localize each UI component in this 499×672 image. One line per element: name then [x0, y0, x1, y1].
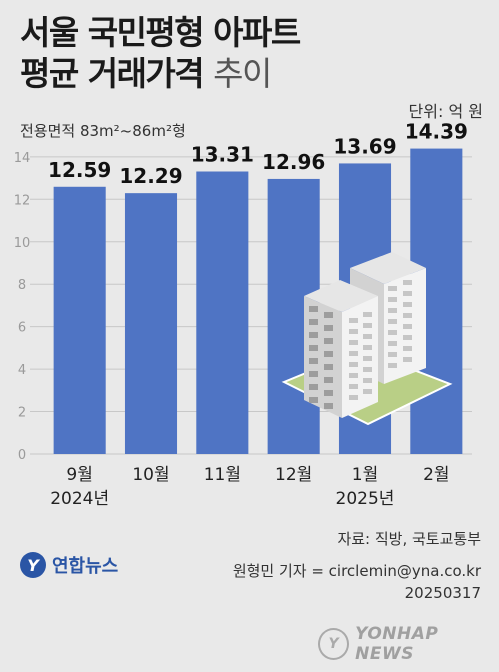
x-tick-label: 10월: [132, 465, 169, 485]
chart-subtitle: 전용면적 83m²~86m²형: [20, 122, 186, 140]
y-tick-label: 10: [14, 236, 31, 251]
x-tick-label: 1월: [352, 465, 378, 485]
data-label: 12.29: [119, 164, 182, 188]
apartment-buildings-icon: [281, 252, 453, 426]
data-label: 13.31: [191, 143, 254, 167]
yonhap-logo-icon: Y: [20, 552, 46, 578]
bar: [53, 186, 106, 454]
data-label: 14.39: [405, 120, 468, 144]
y-tick-label: 4: [18, 363, 26, 378]
y-tick-label: 0: [18, 448, 26, 463]
bar: [196, 171, 249, 454]
title-line-2-bold: 평균 거래가격: [20, 54, 205, 93]
watermark: Y YONHAP NEWS: [318, 624, 499, 664]
yonhap-logo-text: 연합뉴스: [52, 556, 119, 577]
x-tick-label: 11월: [204, 465, 241, 485]
watermark-text: YONHAP NEWS: [355, 624, 439, 664]
y-tick-label: 2: [18, 406, 26, 421]
x-tick-label: 12월: [275, 465, 312, 485]
source-text: 자료: 직방, 국토교통부: [337, 530, 481, 548]
yonhap-logo: Y 연합뉴스: [20, 552, 118, 578]
y-tick-label: 12: [14, 193, 31, 208]
data-label: 12.96: [262, 150, 325, 174]
title-line-1: 서울 국민평형 아파트: [20, 13, 301, 52]
x-tick-label: 9월: [66, 465, 92, 485]
unit-label: 단위: 억 원: [408, 102, 483, 121]
watermark-icon: Y: [318, 628, 350, 660]
title-line-2-light: 추이: [213, 54, 272, 93]
date-text: 20250317: [404, 584, 481, 602]
data-label: 13.69: [333, 134, 396, 158]
year-label: 2024년: [50, 489, 109, 509]
chart-title: 서울 국민평형 아파트 평균 거래가격 추이: [20, 12, 301, 94]
data-label: 12.59: [48, 158, 111, 182]
reporter-text: 원형민 기자 = circlemin@yna.co.kr: [232, 562, 481, 580]
year-label: 2025년: [336, 489, 395, 509]
y-tick-label: 6: [18, 321, 26, 336]
x-tick-label: 2월: [423, 465, 449, 485]
y-tick-label: 14: [14, 151, 31, 166]
title-line-2: 평균 거래가격 추이: [20, 53, 300, 94]
bar: [124, 193, 178, 455]
y-tick-label: 8: [18, 278, 26, 293]
reporter-block: 원형민 기자 = circlemin@yna.co.kr 20250317: [233, 560, 481, 604]
